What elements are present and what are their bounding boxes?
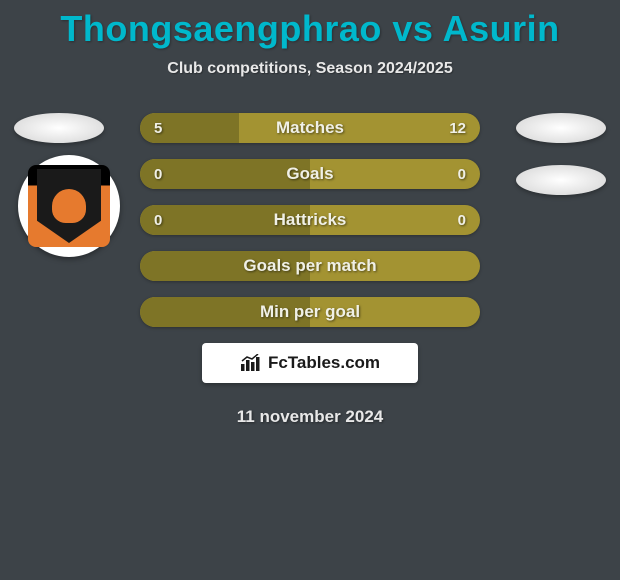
- page-subtitle: Club competitions, Season 2024/2025: [0, 60, 620, 78]
- stat-value-right: 0: [458, 212, 466, 229]
- stat-value-right: 12: [449, 120, 466, 137]
- date-label: 11 november 2024: [0, 407, 620, 427]
- comparison-bars: Matches512Goals00Hattricks00Goals per ma…: [140, 113, 480, 327]
- club-crest: [28, 165, 110, 247]
- stat-value-left: 0: [154, 212, 162, 229]
- stat-row: Min per goal: [140, 297, 480, 327]
- stat-row: Hattricks0 0: [140, 205, 480, 235]
- stat-value-left: 0: [154, 166, 162, 183]
- player-left-avatar: [18, 155, 120, 257]
- stat-value-left: 5: [154, 120, 162, 137]
- chart-icon: [240, 354, 262, 372]
- player-right-badge-2: [516, 165, 606, 195]
- player-left-badge-1: [14, 113, 104, 143]
- watermark-text: FcTables.com: [268, 353, 380, 373]
- stat-row: Matches5 12: [140, 113, 480, 143]
- player-right-badge-1: [516, 113, 606, 143]
- stat-label: Goals: [140, 164, 480, 184]
- stat-row: Goals per match: [140, 251, 480, 281]
- stat-row: Goals0 0: [140, 159, 480, 189]
- stat-value-right: 0: [458, 166, 466, 183]
- page-title: Thongsaengphrao vs Asurin: [0, 0, 620, 50]
- stat-label: Goals per match: [140, 256, 480, 276]
- stat-label: Matches: [140, 118, 480, 138]
- comparison-content: Matches512Goals00Hattricks00Goals per ma…: [0, 113, 620, 427]
- stat-label: Hattricks: [140, 210, 480, 230]
- watermark: FcTables.com: [202, 343, 418, 383]
- stat-label: Min per goal: [140, 302, 480, 322]
